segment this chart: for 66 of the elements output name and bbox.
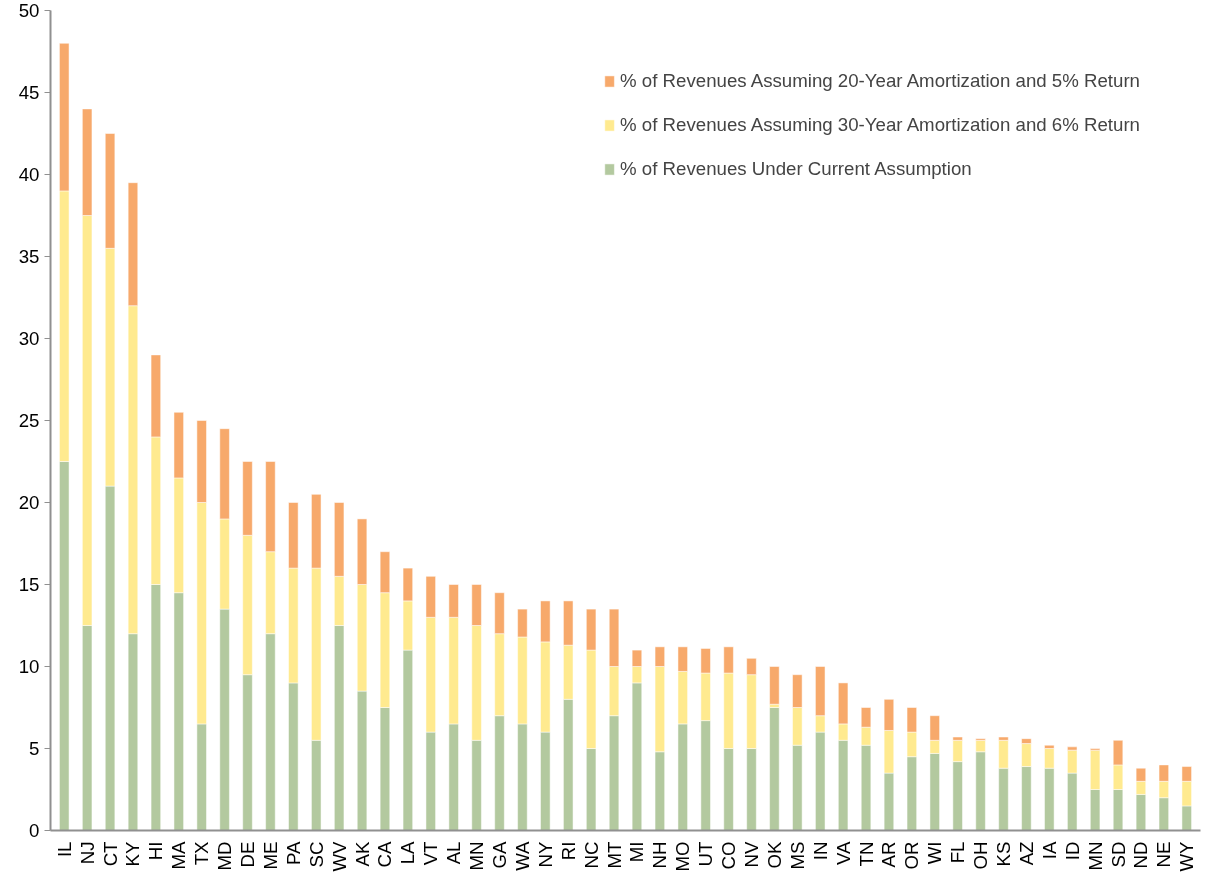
x-tick-label: UT xyxy=(695,841,717,867)
x-tick-label: MO xyxy=(672,841,694,872)
x-tick-label: NC xyxy=(580,841,602,869)
x-tick-label: OK xyxy=(763,840,785,869)
y-tick-label: 20 xyxy=(18,492,40,513)
x-tick-label: ME xyxy=(259,841,281,870)
y-tick-label: 5 xyxy=(29,738,40,759)
x-tick-label: ND xyxy=(1130,841,1152,869)
x-tick-label: MA xyxy=(168,840,190,870)
x-tick-label: CA xyxy=(374,840,396,868)
x-tick-label: FL xyxy=(947,841,969,864)
x-tick-label: OR xyxy=(901,841,923,870)
x-tick-label: CO xyxy=(718,841,740,870)
x-tick-label: AR xyxy=(878,841,900,868)
x-tick-label: KY xyxy=(122,840,144,867)
x-tick-label: NH xyxy=(649,841,671,869)
x-tick-label: AZ xyxy=(1015,841,1037,866)
x-tick-label: AL xyxy=(443,841,465,865)
x-tick-label: NE xyxy=(1153,841,1175,868)
x-tick-label: SC xyxy=(305,841,327,868)
x-tick-label: VT xyxy=(420,841,442,866)
x-tick-label: GA xyxy=(489,840,510,869)
x-tick-label: DE xyxy=(237,841,259,868)
x-tick-label: MI xyxy=(626,841,648,863)
x-tick-label: NV xyxy=(741,840,762,868)
y-tick-label: 35 xyxy=(18,246,40,267)
legend-label: % of Revenues Under Current Assumption xyxy=(620,158,972,180)
x-tick-label: HI xyxy=(145,841,167,861)
x-tick-label: WA xyxy=(511,840,533,871)
x-tick-label: MT xyxy=(603,841,625,869)
x-tick-label: NY xyxy=(534,840,556,868)
x-tick-label: TX xyxy=(191,840,213,866)
y-tick-label: 50 xyxy=(18,0,40,21)
x-tick-label: VA xyxy=(832,840,854,865)
y-tick-label: 45 xyxy=(18,82,40,103)
y-tick-label: 30 xyxy=(18,328,40,349)
x-tick-label: WY xyxy=(1176,840,1198,872)
y-tick-label: 15 xyxy=(18,574,40,595)
x-tick-label: MD xyxy=(214,841,236,871)
x-tick-label: SD xyxy=(1107,841,1129,868)
legend-label: % of Revenues Assuming 20-Year Amortization and 5% Return xyxy=(620,70,1140,92)
x-tick-label: ID xyxy=(1061,841,1083,861)
y-tick-label: 40 xyxy=(18,164,40,185)
x-tick-label: CT xyxy=(99,841,121,867)
y-tick-label: 0 xyxy=(29,820,40,841)
x-tick-label: OH xyxy=(970,841,992,870)
x-tick-label: WI xyxy=(924,841,946,865)
x-tick-label: PA xyxy=(282,840,304,865)
x-tick-label: RI xyxy=(557,841,579,861)
legend-label: % of Revenues Assuming 30-Year Amortization and 6% Return xyxy=(620,114,1140,136)
y-tick-label: 10 xyxy=(18,656,40,677)
x-tick-label: KS xyxy=(992,841,1014,867)
x-tick-label: MN xyxy=(466,841,488,871)
x-tick-label: WV xyxy=(328,840,350,872)
x-tick-label: IA xyxy=(1038,840,1060,860)
x-tick-label: MS xyxy=(786,841,808,870)
x-tick-label: AK xyxy=(351,840,373,867)
x-tick-label: IN xyxy=(809,841,831,861)
bar xyxy=(769,707,780,831)
x-tick-label: MN xyxy=(1084,841,1106,871)
bar xyxy=(769,666,780,705)
y-tick-label: 25 xyxy=(18,410,40,431)
x-tick-label: TN xyxy=(855,841,877,867)
x-tick-label: NJ xyxy=(76,841,98,865)
x-tick-label: LA xyxy=(397,840,419,865)
x-tick-label: IL xyxy=(53,841,75,858)
